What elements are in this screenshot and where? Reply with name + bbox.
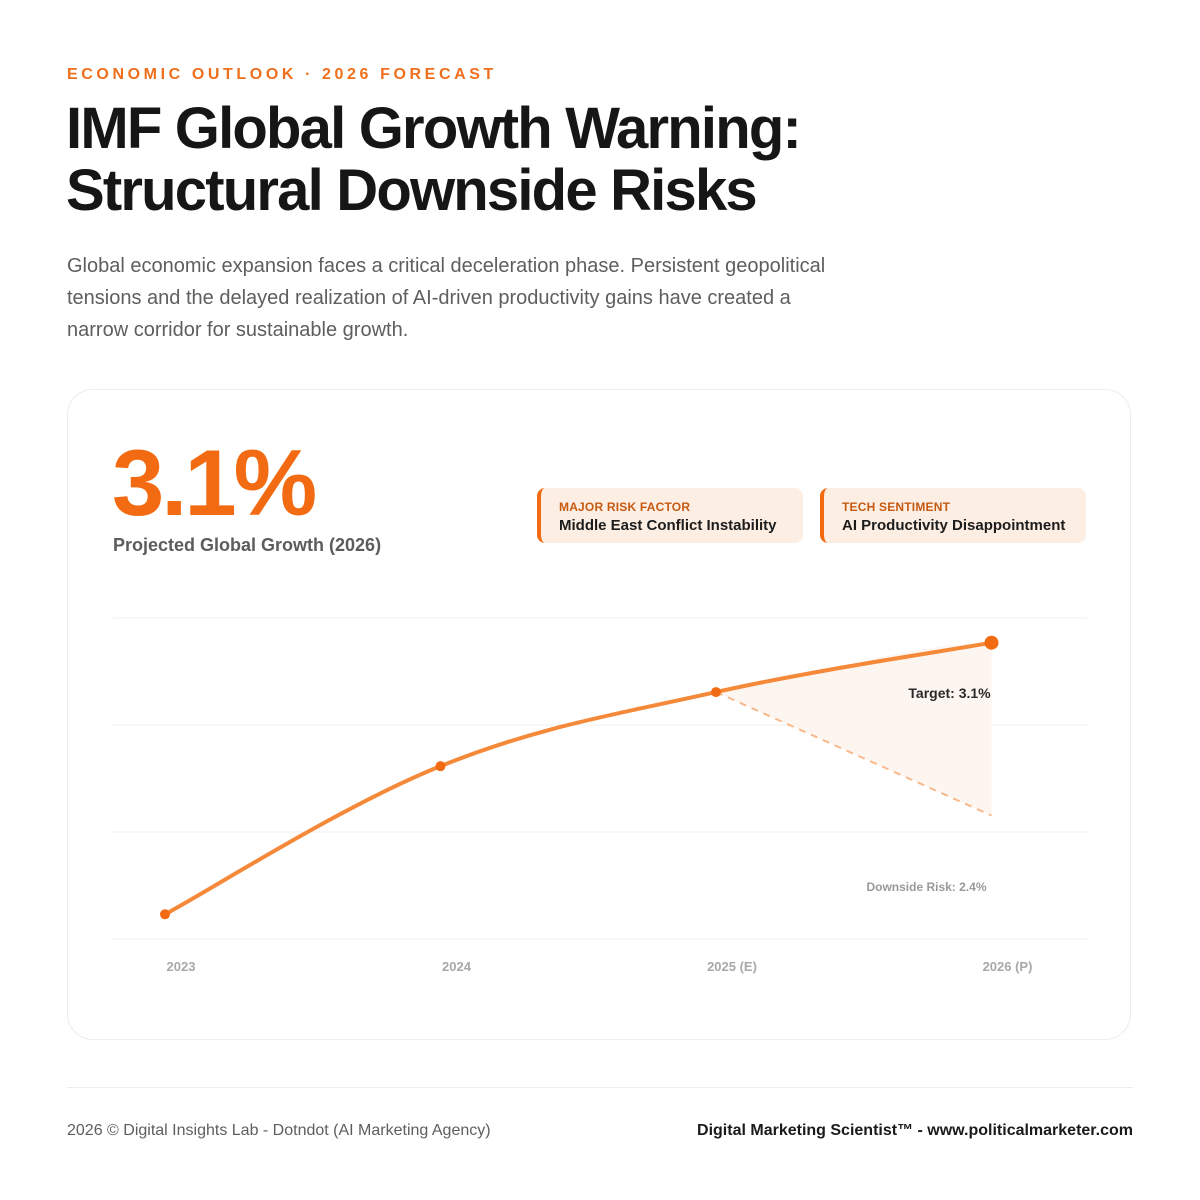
- kpi-value: 3.1%: [112, 430, 317, 535]
- page-subtitle: Global economic expansion faces a critic…: [67, 255, 826, 341]
- risk-card-tech: TECH SENTIMENT AI Productivity Disappoin…: [820, 488, 1086, 543]
- footer-divider: [67, 1087, 1133, 1088]
- risk-card-label: MAJOR RISK FACTOR: [559, 500, 691, 514]
- title-line-1: IMF Global Growth Warning:: [66, 96, 802, 161]
- page-title: IMF Global Growth Warning: Structural Do…: [66, 98, 966, 222]
- eyebrow-label: ECONOMIC OUTLOOK · 2026 FORECAST: [67, 66, 497, 83]
- growth-series-line: [163, 640, 994, 917]
- target-point: [984, 635, 999, 650]
- downside-annotation: Downside Risk: 2.4%: [866, 880, 986, 894]
- target-annotation: Target: 3.1%: [908, 685, 991, 701]
- risk-card-major: MAJOR RISK FACTOR Middle East Conflict I…: [537, 488, 803, 543]
- risk-card-value: Middle East Conflict Instability: [559, 517, 777, 534]
- x-tick-label: 2026 (P): [983, 959, 1033, 974]
- kpi-caption: Projected Global Growth (2026): [113, 535, 382, 555]
- data-point: [160, 909, 170, 920]
- risk-card-value: AI Productivity Disappointment: [842, 517, 1066, 534]
- downside-series-line: [715, 691, 992, 817]
- footer-credit: Digital Marketing Scientist™ - www.polit…: [697, 1122, 1133, 1139]
- data-point: [711, 687, 721, 698]
- x-tick-label: 2025 (E): [707, 959, 757, 974]
- risk-card-label: TECH SENTIMENT: [842, 500, 951, 514]
- data-point: [435, 761, 446, 772]
- footer-copyright: 2026 © Digital Insights Lab - Dotndot (A…: [67, 1122, 491, 1139]
- x-tick-label: 2023: [167, 959, 196, 974]
- title-line-2: Structural Downside Risks: [66, 158, 758, 223]
- x-tick-label: 2024: [442, 959, 472, 974]
- risk-corridor-area: [716, 642, 992, 816]
